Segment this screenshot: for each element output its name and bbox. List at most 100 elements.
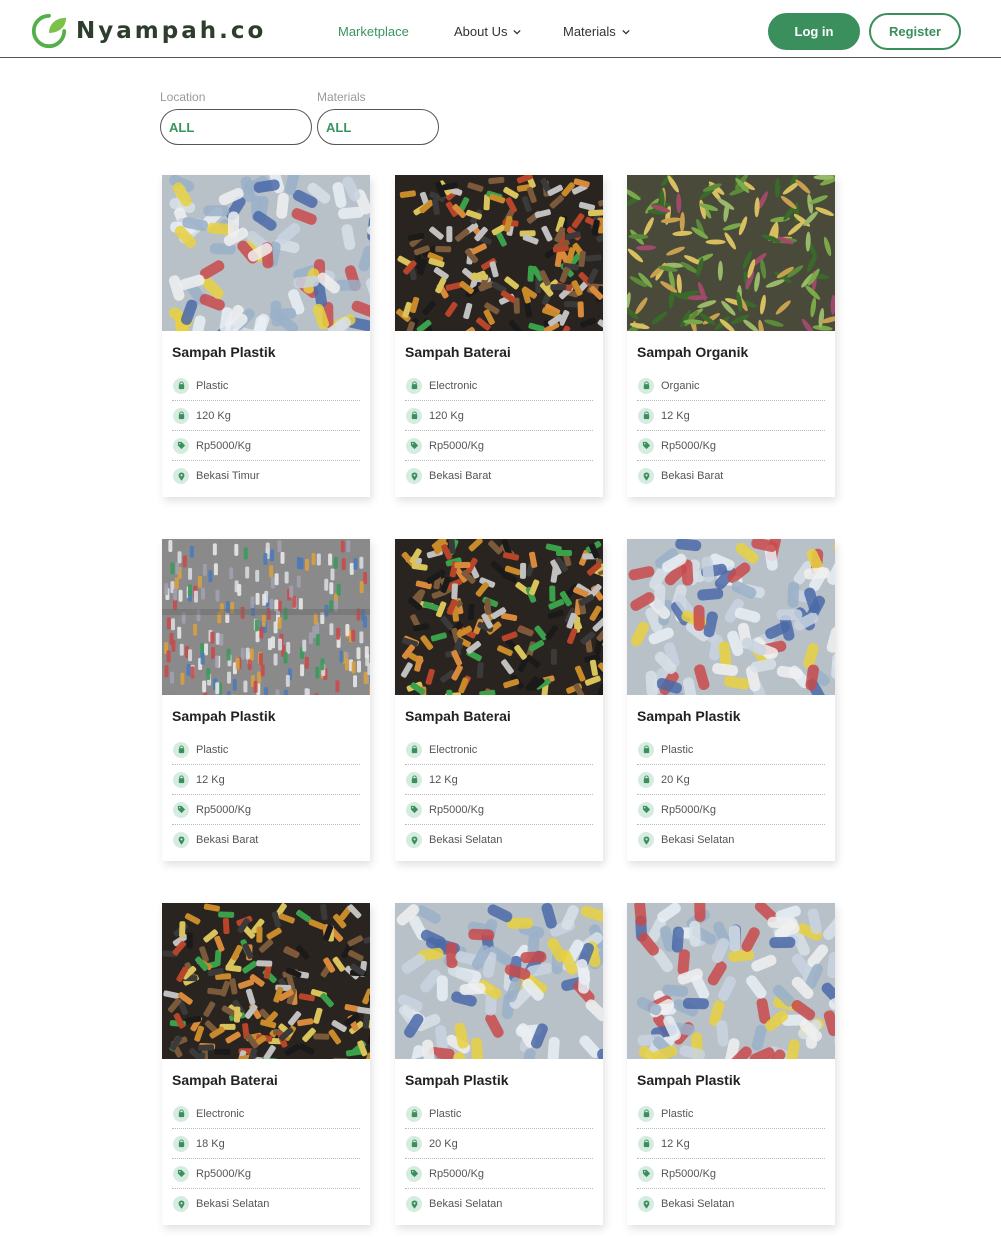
register-button[interactable]: Register	[869, 13, 961, 50]
login-button[interactable]: Log in	[768, 13, 860, 50]
listing-image[interactable]	[627, 175, 835, 331]
listing-price-row: Rp5000/Kg	[637, 431, 825, 461]
weight-icon	[411, 775, 417, 784]
listing-price-row: Rp5000/Kg	[405, 795, 593, 825]
listing-card[interactable]: Sampah Plastik Plastic 12 Kg Rp5000/Kg Bekas…	[627, 903, 835, 1225]
listing-material-row: Organic	[637, 371, 825, 401]
weight-icon	[178, 775, 184, 784]
listing-material-row: Plastic	[172, 371, 360, 401]
price-tag-icon	[177, 441, 185, 450]
price-tag-icon	[642, 441, 650, 450]
listing-price: Rp5000/Kg	[196, 803, 252, 816]
listing-card[interactable]: Sampah Plastik Plastic 12 Kg Rp5000/Kg Bekas…	[162, 539, 370, 861]
materials-filter-label: Materials	[317, 90, 366, 104]
listing-weight-row: 120 Kg	[405, 401, 593, 431]
listing-material-row: Electronic	[405, 371, 593, 401]
organic-plants-photo	[627, 175, 835, 331]
listing-image[interactable]	[162, 175, 370, 331]
listing-price-row: Rp5000/Kg	[405, 431, 593, 461]
location-pin-icon	[643, 1199, 649, 1209]
listing-details: Plastic 20 Kg Rp5000/Kg Bekasi Selatan	[637, 735, 825, 855]
materials-select[interactable]: ALL	[317, 109, 439, 145]
location-icon-badge	[638, 832, 654, 848]
top-navbar: Nyampah.co Marketplace About Us Material…	[0, 0, 1001, 58]
weight-icon-badge	[638, 407, 654, 424]
listing-card[interactable]: Sampah Plastik Plastic 120 Kg Rp5000/Kg Beka…	[162, 175, 370, 497]
brand-name: Nyampah.co	[76, 18, 267, 44]
material-icon-badge	[406, 741, 422, 758]
listing-weight: 120 Kg	[429, 409, 464, 422]
price-tag-icon	[410, 441, 418, 450]
listing-price: Rp5000/Kg	[661, 439, 717, 452]
batteries-photo	[395, 539, 603, 695]
price-icon-badge	[406, 437, 422, 454]
listing-location: Bekasi Selatan	[196, 1198, 270, 1210]
listing-price: Rp5000/Kg	[429, 803, 485, 816]
bag-icon	[411, 1109, 417, 1118]
location-pin-icon	[178, 835, 184, 845]
weight-icon-badge	[406, 407, 422, 424]
listing-card[interactable]: Sampah Organik Organic 12 Kg Rp5000/Kg Bekas…	[627, 175, 835, 497]
listing-location: Bekasi Selatan	[661, 834, 735, 846]
location-select[interactable]: ALL	[160, 109, 312, 145]
weight-icon-badge	[173, 771, 189, 788]
listing-material-row: Plastic	[637, 735, 825, 765]
weight-icon	[643, 411, 649, 420]
plastic-bottles-photo	[162, 175, 370, 331]
location-filter: Location ALL	[160, 90, 312, 145]
listing-card[interactable]: Sampah Plastik Plastic 20 Kg Rp5000/Kg Bekas…	[395, 903, 603, 1225]
weight-icon-badge	[173, 407, 189, 424]
material-icon-badge	[638, 377, 654, 394]
listing-material: Electronic	[429, 743, 478, 756]
location-icon-badge	[406, 468, 422, 484]
listing-location-row: Bekasi Selatan	[172, 1189, 360, 1219]
price-icon-badge	[406, 1165, 422, 1182]
listing-location: Bekasi Timur	[196, 470, 260, 482]
listing-image[interactable]	[395, 539, 603, 695]
materials-filter: Materials ALL	[317, 90, 439, 145]
nav-marketplace[interactable]: Marketplace	[338, 24, 409, 39]
listing-card[interactable]: Sampah Baterai Electronic 12 Kg Rp5000/Kg Be…	[395, 539, 603, 861]
listing-weight: 120 Kg	[196, 409, 231, 422]
listing-image[interactable]	[395, 903, 603, 1059]
listing-image[interactable]	[162, 539, 370, 695]
price-tag-icon	[642, 1169, 650, 1178]
nav-materials[interactable]: Materials	[563, 24, 630, 39]
listing-image[interactable]	[162, 903, 370, 1059]
listing-weight: 12 Kg	[661, 409, 690, 422]
material-icon-badge	[173, 1105, 189, 1122]
listing-location-row: Bekasi Barat	[405, 461, 593, 491]
batteries-photo	[162, 903, 370, 1059]
weight-icon-badge	[173, 1135, 189, 1152]
listing-card[interactable]: Sampah Plastik Plastic 20 Kg Rp5000/Kg Bekas…	[627, 539, 835, 861]
listing-title: Sampah Baterai	[405, 708, 511, 724]
nav-about-us[interactable]: About Us	[454, 24, 522, 39]
listing-location-row: Bekasi Selatan	[405, 825, 593, 855]
listing-material-row: Plastic	[172, 735, 360, 765]
leaf-logo-icon	[31, 13, 67, 49]
listing-card[interactable]: Sampah Baterai Electronic 18 Kg Rp5000/Kg Be…	[162, 903, 370, 1225]
listing-location: Bekasi Selatan	[661, 1198, 735, 1210]
price-icon-badge	[173, 437, 189, 454]
listing-image[interactable]	[627, 903, 835, 1059]
location-pin-icon	[411, 471, 417, 481]
bag-icon	[411, 381, 417, 390]
listing-location-row: Bekasi Selatan	[637, 1189, 825, 1219]
listing-image[interactable]	[395, 175, 603, 331]
listing-material-row: Electronic	[172, 1099, 360, 1129]
weight-icon	[178, 411, 184, 420]
location-icon-badge	[406, 832, 422, 848]
listing-material: Plastic	[196, 379, 229, 392]
listing-weight-row: 12 Kg	[637, 401, 825, 431]
nav-about-us-label: About Us	[454, 24, 508, 39]
listing-price-row: Rp5000/Kg	[172, 1159, 360, 1189]
bag-icon	[178, 1109, 184, 1118]
listing-price: Rp5000/Kg	[661, 803, 717, 816]
listing-card[interactable]: Sampah Baterai Electronic 120 Kg Rp5000/Kg B…	[395, 175, 603, 497]
listing-weight: 12 Kg	[429, 773, 458, 786]
brand-logo[interactable]: Nyampah.co	[30, 12, 266, 50]
listing-details: Plastic 120 Kg Rp5000/Kg Bekasi Timur	[172, 371, 360, 491]
listing-image[interactable]	[627, 539, 835, 695]
bag-icon	[643, 381, 649, 390]
nav-marketplace-label: Marketplace	[338, 24, 409, 39]
